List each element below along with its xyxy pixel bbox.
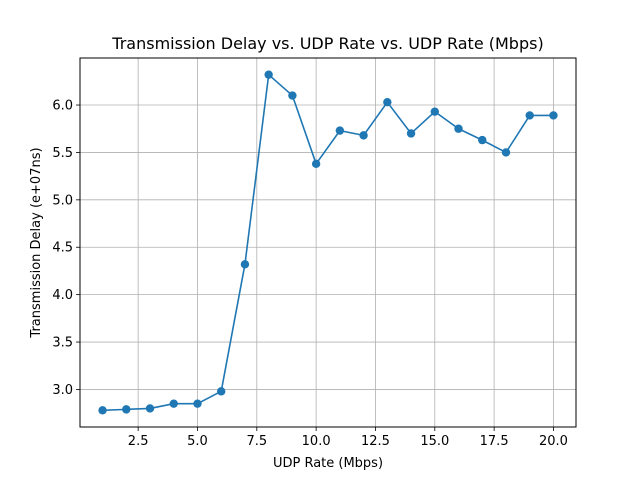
- data-point: [501, 148, 511, 157]
- x-axis-label: UDP Rate (Mbps): [273, 456, 383, 471]
- data-point: [454, 124, 463, 133]
- data-point: [98, 406, 107, 415]
- y-axis-ticks: 3.0 3.5 4.0 4.5 5.0 5.5 6.0: [52, 99, 80, 398]
- x-tick-label: 5.0: [187, 434, 208, 449]
- x-tick-label: 17.5: [480, 434, 509, 449]
- plot-area-frame: [79, 57, 577, 428]
- data-point: [383, 97, 392, 107]
- data-point: [478, 135, 487, 145]
- data-point: [217, 387, 226, 396]
- data-point: [264, 70, 273, 79]
- x-tick-label: 15.0: [420, 434, 449, 449]
- grid: [80, 58, 576, 427]
- data-point: [406, 129, 416, 138]
- data-point: [549, 111, 558, 120]
- y-axis-label: Transmission Delay (e+07ns): [29, 147, 44, 338]
- series-delay: [98, 70, 558, 415]
- y-tick-label: 3.5: [52, 336, 73, 351]
- y-tick-label: 3.0: [52, 383, 73, 398]
- data-point: [359, 131, 368, 140]
- data-point: [311, 159, 321, 169]
- x-tick-label: 7.5: [246, 434, 267, 449]
- x-tick-label: 12.5: [361, 434, 390, 449]
- x-tick-label: 2.5: [128, 434, 149, 449]
- y-tick-label: 5.0: [52, 193, 73, 208]
- data-point: [240, 260, 250, 269]
- data-point: [169, 399, 178, 408]
- data-point: [145, 404, 155, 413]
- x-axis-ticks: 2.5 5.0 7.5 10.0 12.5 15.0 17.5 20.0: [128, 427, 568, 449]
- x-tick-label: 20.0: [539, 434, 568, 449]
- y-tick-label: 5.5: [52, 146, 73, 161]
- y-tick-label: 6.0: [52, 99, 73, 114]
- y-tick-label: 4.5: [52, 241, 73, 256]
- data-point: [430, 107, 439, 116]
- chart-title: Transmission Delay vs. UDP Rate vs. UDP …: [111, 34, 543, 53]
- data-point: [122, 405, 131, 414]
- x-tick-label: 10.0: [302, 434, 331, 449]
- data-point: [193, 399, 202, 408]
- data-point: [335, 126, 345, 135]
- y-tick-label: 4.0: [52, 288, 73, 303]
- data-point: [525, 111, 534, 120]
- data-point: [288, 91, 297, 100]
